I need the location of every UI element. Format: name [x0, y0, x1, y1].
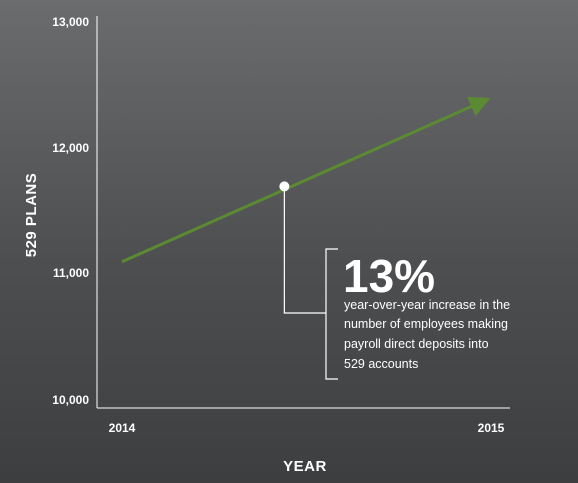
x-axis-title: YEAR: [283, 458, 327, 475]
y-axis-title: 529 PLANS: [23, 173, 40, 258]
callout-text-line: number of employees making: [344, 317, 508, 331]
series-line: [121, 96, 491, 264]
y-tick-label: 13,000: [52, 15, 89, 29]
callout-bracket: [325, 248, 338, 380]
y-tick-label: 12,000: [52, 141, 89, 155]
callout-leader-line: [283, 186, 326, 314]
highlight-point: [279, 181, 290, 192]
callout-text-line: payroll direct deposits into: [344, 337, 489, 351]
callout-percentage: 13%: [343, 250, 435, 302]
y-tick-label: 11,000: [53, 266, 89, 280]
y-tick-label: 10,000: [52, 393, 89, 407]
x-tick-label: 2014: [109, 421, 136, 435]
callout-text-line: year-over-year increase in the: [344, 298, 510, 312]
x-tick-label: 2015: [478, 421, 505, 435]
callout-text-line: 529 accounts: [344, 357, 418, 371]
